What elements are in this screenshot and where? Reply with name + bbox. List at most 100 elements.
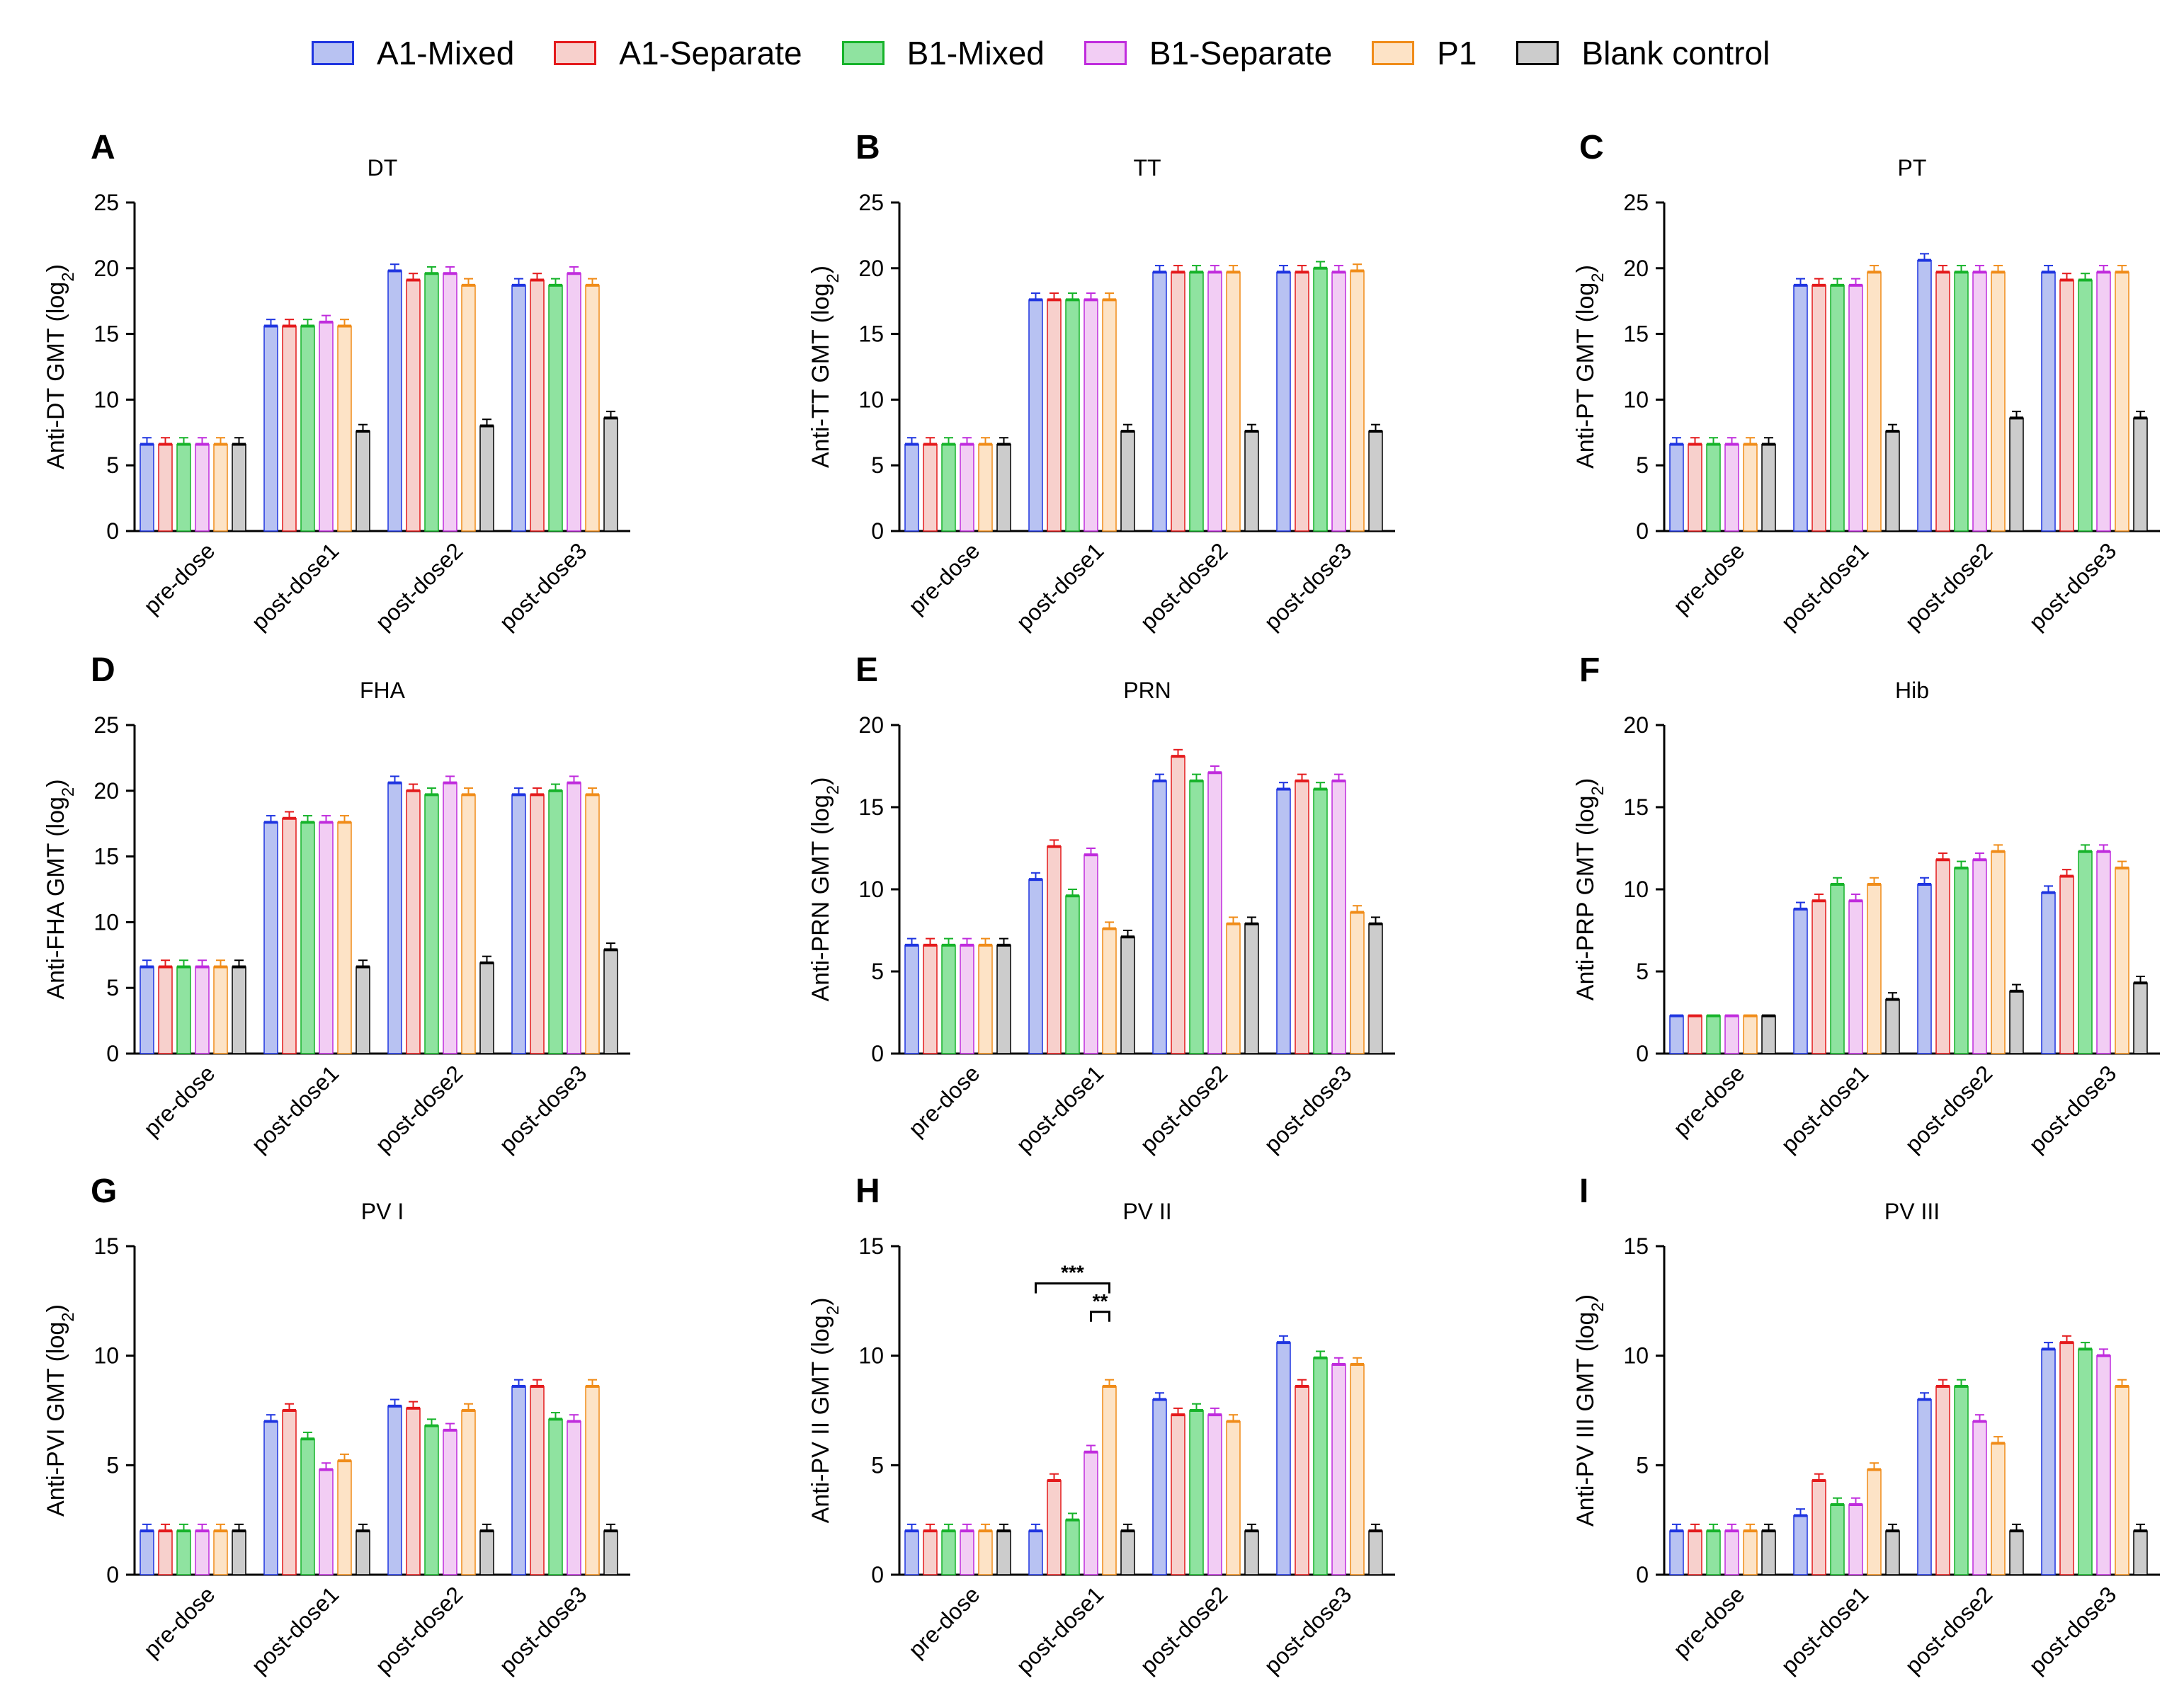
bar [1991, 850, 2006, 1054]
legend-label: A1-Separate [619, 35, 802, 72]
bar [1313, 1357, 1328, 1575]
x-tick-label: post-dose2 [370, 1060, 467, 1157]
bar [2041, 1348, 2056, 1575]
bar [1028, 1530, 1043, 1575]
bar [960, 945, 974, 1054]
legend: A1-Mixed A1-Separate B1-Mixed B1-Separat… [312, 28, 1940, 78]
y-tick-label: 5 [106, 975, 119, 1000]
bar [567, 273, 581, 532]
bar [996, 443, 1011, 532]
bar [406, 1408, 421, 1575]
bar [158, 443, 173, 532]
bar [1084, 1452, 1098, 1575]
bar [232, 443, 246, 532]
y-tick-label: 20 [858, 712, 884, 738]
y-tick-label: 15 [858, 321, 884, 347]
bar [2009, 991, 2024, 1054]
bar [960, 443, 974, 532]
y-tick-label: 15 [858, 794, 884, 820]
bar [548, 285, 563, 532]
x-tick-label: post-dose2 [1900, 537, 1997, 634]
bar [140, 443, 154, 532]
bar [1743, 1530, 1758, 1575]
bar [1935, 859, 1950, 1054]
bar [1331, 271, 1346, 532]
panel-title: TT [1133, 155, 1161, 181]
bar [1120, 430, 1135, 532]
bar [1152, 780, 1167, 1054]
bar [1935, 1386, 1950, 1575]
y-tick-label: 10 [858, 387, 884, 412]
bar [232, 1530, 246, 1575]
y-axis-label: Anti-DT GMT (log2) [42, 264, 78, 469]
bar [387, 782, 402, 1054]
y-tick-label: 10 [858, 1343, 884, 1369]
bar [1688, 443, 1702, 532]
bar [282, 325, 297, 532]
bar [2078, 279, 2093, 532]
bar [2133, 417, 2148, 532]
y-tick-label: 15 [1623, 1233, 1649, 1259]
bar [140, 966, 154, 1054]
bar [1724, 1015, 1739, 1054]
bar [1276, 271, 1291, 532]
significance-label: ** [1093, 1290, 1108, 1312]
y-tick-label: 5 [871, 1452, 884, 1478]
x-tick-label: post-dose1 [1776, 537, 1873, 634]
y-tick-label: 0 [1636, 518, 1649, 544]
bar [263, 325, 278, 532]
x-tick-label: post-dose1 [1011, 1581, 1108, 1678]
bar [2009, 1530, 2024, 1575]
bar [1706, 1015, 1721, 1054]
panel-title: PV III [1884, 1199, 1940, 1224]
x-tick-label: pre-dose [139, 537, 220, 619]
y-tick-label: 25 [858, 190, 884, 215]
bar [1812, 900, 1826, 1054]
y-tick-label: 20 [93, 778, 119, 804]
y-tick-label: 20 [1623, 712, 1649, 738]
bar [1793, 908, 1808, 1054]
bar [548, 1418, 563, 1575]
significance-label: *** [1061, 1262, 1084, 1284]
bar [406, 790, 421, 1054]
y-tick-label: 0 [871, 1041, 884, 1066]
bar [195, 443, 210, 532]
y-tick-label: 5 [1636, 1452, 1649, 1478]
bar [1885, 998, 1900, 1054]
bar [461, 794, 476, 1054]
bar [2096, 1355, 2111, 1575]
y-tick-label: 0 [1636, 1562, 1649, 1587]
bar [2096, 850, 2111, 1054]
bar [1102, 928, 1117, 1054]
legend-label: A1-Mixed [377, 35, 515, 72]
bar [941, 1530, 956, 1575]
bar [1102, 1386, 1117, 1575]
legend-item-blank-control: Blank control [1516, 34, 1770, 72]
panel-title: Hib [1895, 678, 1929, 703]
bar [319, 321, 334, 532]
bar [1313, 268, 1328, 532]
bar [1244, 923, 1259, 1054]
bar [960, 1530, 974, 1575]
bar [2096, 271, 2111, 532]
bar [1084, 299, 1098, 532]
bar [479, 1530, 494, 1575]
y-tick-label: 10 [93, 909, 119, 935]
bar [1065, 1519, 1080, 1575]
bar [319, 821, 334, 1054]
bar [1761, 1015, 1776, 1054]
bar [2115, 867, 2129, 1054]
x-tick-label: post-dose1 [246, 537, 343, 634]
panel-e: E PRN 0 5 10 15 20 Anti-PRN GMT (log2) pre-dose p… [807, 651, 1395, 1158]
bar [1350, 1364, 1365, 1575]
bar [511, 285, 526, 532]
y-tick-label: 5 [871, 452, 884, 478]
bar [1761, 443, 1776, 532]
x-tick-label: pre-dose [139, 1060, 220, 1141]
panel-i: I PV III 0 5 10 15 Anti-PV III GMT (log2) pre-d… [1572, 1173, 2160, 1679]
bar [1935, 271, 1950, 532]
bar [1350, 911, 1365, 1054]
y-tick-label: 20 [858, 256, 884, 281]
panel-title: PRN [1123, 678, 1171, 703]
bar [548, 790, 563, 1054]
